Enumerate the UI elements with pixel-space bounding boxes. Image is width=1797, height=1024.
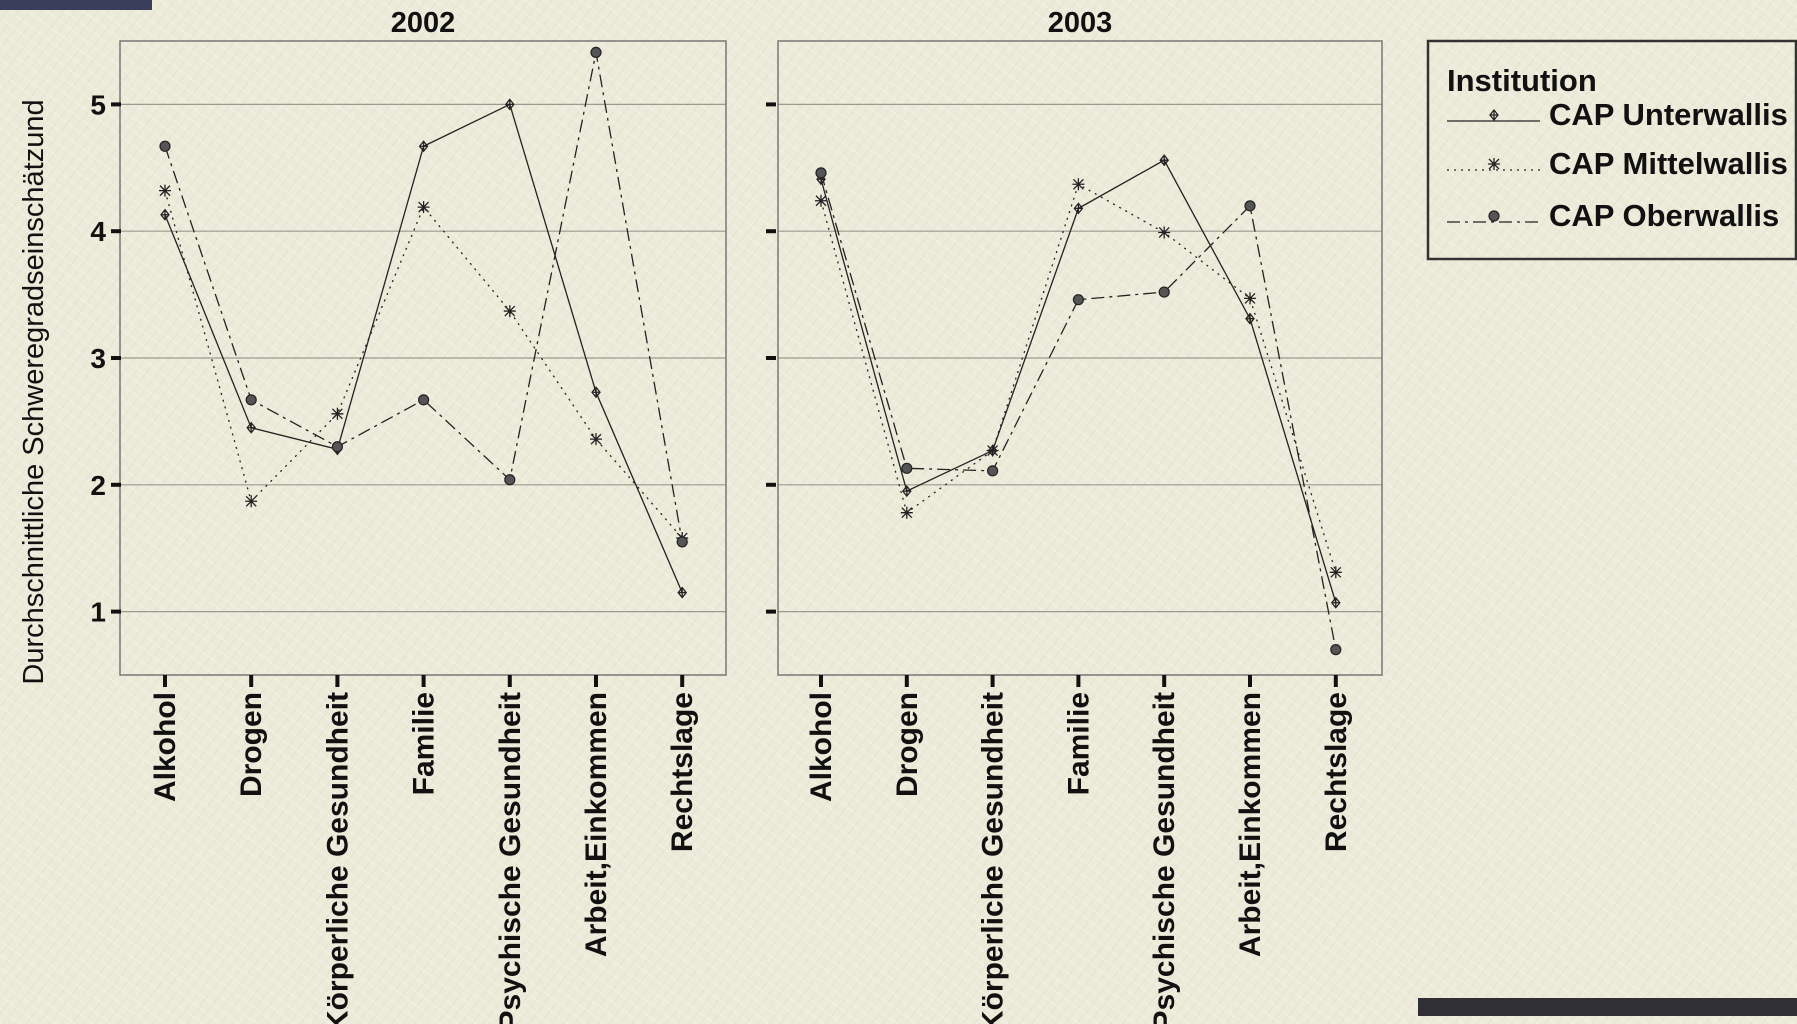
data-point (245, 394, 257, 406)
series-line-1 (164, 190, 683, 539)
panel-2003: Alkohol Drogen Körperliche Gesundheit Famil… (766, 7, 1383, 1024)
data-point (1158, 286, 1170, 298)
data-point (160, 208, 170, 221)
data-point (418, 394, 430, 406)
data-point (1072, 294, 1085, 306)
x-tick-label: Psychische Gesundheit (494, 692, 527, 1024)
series-line-2 (820, 172, 1337, 650)
x-tick-label: Psychische Gesundheit (1148, 692, 1181, 1024)
data-point (503, 305, 516, 318)
x-tick-label: Körperliche Gesundheit (977, 692, 1010, 1024)
x-tick-label: Drogen (891, 692, 924, 797)
data-point (159, 140, 171, 152)
data-point (1245, 312, 1255, 325)
data-point (1330, 596, 1341, 609)
data-point (901, 485, 912, 498)
series-line-0 (164, 103, 683, 593)
y-tick-label: 1 (90, 597, 106, 628)
y-tick-label: 3 (90, 343, 106, 374)
data-point (1329, 566, 1342, 579)
data-point (504, 98, 515, 111)
legend-box (1426, 39, 1797, 261)
panel-title: 2003 (1048, 7, 1113, 39)
data-point (590, 46, 602, 59)
y-tick-label: 5 (90, 89, 106, 120)
series-line-1 (820, 183, 1337, 573)
panel-title: 2002 (391, 7, 456, 39)
data-point (1244, 292, 1256, 305)
corner-decoration-top-left (0, 0, 152, 10)
data-point (245, 495, 258, 508)
data-point (900, 506, 913, 519)
data-point (159, 184, 171, 197)
data-point (676, 536, 688, 548)
data-point (1072, 178, 1085, 191)
x-tick-label: Drogen (235, 692, 268, 797)
data-point (246, 421, 257, 434)
y-tick-label: 2 (90, 470, 106, 501)
legend-title: Institution (1447, 63, 1597, 98)
corner-decoration-bottom-right (1418, 998, 1797, 1016)
x-tick-label: Körperliche Gesundheit (321, 692, 354, 1024)
x-tick-label: Arbeit,Einkommen (1234, 692, 1267, 957)
x-tick-label: Alkohol (805, 692, 838, 802)
data-point (590, 433, 602, 446)
data-point (677, 586, 688, 599)
x-tick-label: Familie (408, 692, 441, 795)
data-point (504, 474, 516, 486)
data-point (815, 167, 827, 179)
x-tick-label: Rechtslage (1320, 692, 1353, 852)
data-point (331, 407, 344, 420)
series-line-0 (820, 159, 1337, 603)
y-tick-label: 4 (90, 216, 106, 247)
legend-label-2: CAP Oberwallis (1549, 198, 1779, 233)
legend-label-1: CAP Mittelwallis (1549, 146, 1788, 181)
data-point (331, 441, 343, 453)
data-point (1158, 226, 1171, 239)
data-point (1159, 154, 1170, 167)
data-point (1330, 644, 1342, 656)
data-point (591, 386, 601, 399)
data-point (417, 201, 430, 214)
x-tick-label: Rechtslage (666, 692, 699, 852)
data-point (418, 140, 429, 153)
data-point (901, 462, 913, 474)
panel-2002: 1 2 3 4 5 Alkohol Drogen Körperliche Gesundheit… (90, 7, 727, 1024)
y-axis-label: Durchschnittliche Schweregradseinschätzu… (18, 99, 50, 684)
legend-marker-0 (1489, 108, 1499, 122)
data-point (986, 444, 999, 457)
data-point (986, 465, 999, 477)
data-point (815, 194, 827, 207)
legend-label-0: CAP Unterwallis (1549, 97, 1788, 132)
x-tick-label: Alkohol (149, 692, 182, 802)
legend-marker-1 (1488, 158, 1500, 170)
data-point (1073, 202, 1084, 215)
data-point (1244, 200, 1256, 212)
x-tick-label: Familie (1062, 692, 1095, 795)
x-tick-label: Arbeit,Einkommen (580, 692, 613, 957)
legend-marker-2 (1488, 210, 1500, 222)
